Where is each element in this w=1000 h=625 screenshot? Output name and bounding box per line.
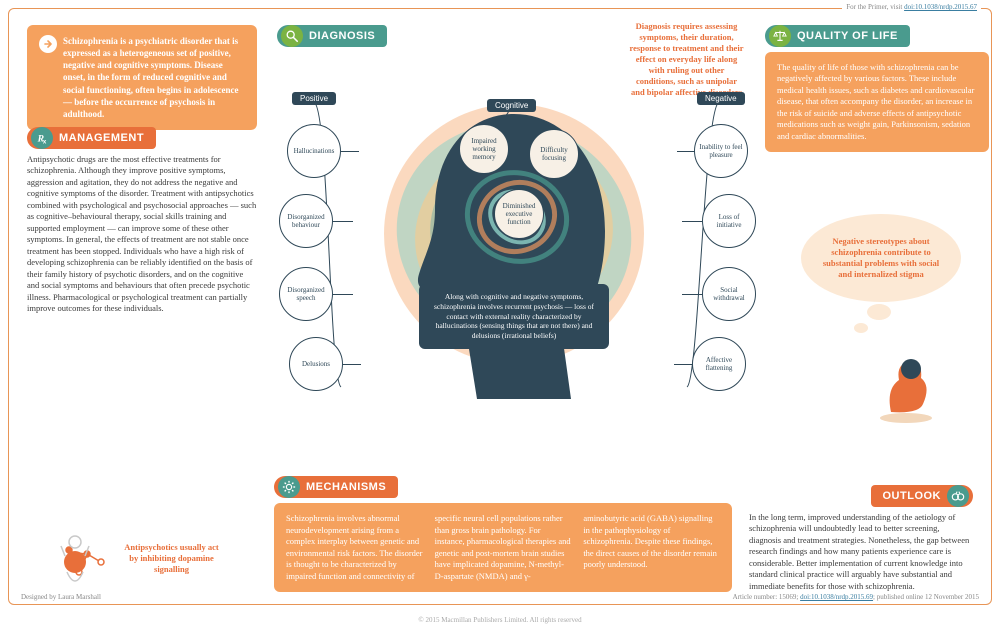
symptom-disorg-behaviour: Disorganized behaviour bbox=[279, 194, 333, 248]
symptom-working-memory: Impaired working memory bbox=[459, 124, 509, 174]
stub bbox=[343, 364, 361, 365]
symptom-delusions: Delusions bbox=[289, 337, 343, 391]
outlook-body: In the long term, improved understanding… bbox=[749, 512, 973, 592]
designer-credit: Designed by Laura Marshall bbox=[21, 593, 101, 601]
person-figure-icon bbox=[57, 532, 93, 592]
quality-header: QUALITY OF LIFE bbox=[765, 25, 910, 47]
symptom-disorg-speech: Disorganized speech bbox=[279, 267, 333, 321]
management-title: MANAGEMENT bbox=[59, 132, 144, 144]
mechanisms-body: Schizophrenia involves abnormal neurodev… bbox=[274, 503, 732, 592]
symptom-pleasure: Inability to feel pleasure bbox=[694, 124, 748, 178]
section-mechanisms: MECHANISMS Schizophrenia involves abnorm… bbox=[274, 476, 732, 592]
symptom-withdrawal: Social withdrawal bbox=[702, 267, 756, 321]
article-doi-link[interactable]: doi:10.1038/nrdp.2015.69 bbox=[800, 593, 873, 601]
head-illustration bbox=[349, 69, 679, 419]
stub bbox=[333, 221, 353, 222]
page-frame: For the Primer, visit doi:10.1038/nrdp.2… bbox=[8, 8, 992, 605]
intro-box: Schizophrenia is a psychiatric disorder … bbox=[27, 25, 257, 130]
top-note-prefix: For the Primer, visit bbox=[846, 3, 904, 11]
center-note: Along with cognitive and negative sympto… bbox=[419, 284, 609, 349]
article-credit: Article number: 15069; doi:10.1038/nrdp.… bbox=[733, 593, 979, 601]
symptom-exec-function: Diminished executive function bbox=[494, 189, 544, 239]
stub bbox=[333, 294, 353, 295]
intro-text: Schizophrenia is a psychiatric disorder … bbox=[63, 35, 245, 120]
management-body: Antipsychotic drugs are the most effecti… bbox=[27, 154, 257, 315]
symptom-initiative: Loss of initiative bbox=[702, 194, 756, 248]
arrow-icon bbox=[39, 35, 57, 53]
top-doi-link[interactable]: doi:10.1038/nrdp.2015.67 bbox=[904, 3, 977, 11]
outlook-header: OUTLOOK bbox=[871, 485, 974, 507]
cluster-cognitive-label: Cognitive bbox=[487, 99, 536, 112]
thought-bubble: Negative stereotypes about schizophrenia… bbox=[801, 214, 961, 302]
article-prefix: Article number: 15069; bbox=[733, 593, 800, 601]
rx-icon: Rx bbox=[31, 127, 53, 149]
symptom-flattening: Affective flattening bbox=[692, 337, 746, 391]
cluster-positive-label: Positive bbox=[292, 92, 336, 105]
cluster-negative-label: Negative bbox=[697, 92, 745, 105]
outlook-title: OUTLOOK bbox=[883, 490, 942, 502]
management-header: Rx MANAGEMENT bbox=[27, 127, 156, 149]
stub bbox=[682, 294, 702, 295]
section-management: Rx MANAGEMENT Antipsychotic drugs are th… bbox=[27, 127, 257, 315]
svg-text:x: x bbox=[43, 138, 47, 145]
stub bbox=[674, 364, 692, 365]
symptom-focus: Difficulty focusing bbox=[529, 129, 579, 179]
stub bbox=[341, 151, 359, 152]
stub bbox=[682, 221, 702, 222]
section-diagnosis: DIAGNOSIS bbox=[277, 25, 387, 52]
symptom-hallucinations: Hallucinations bbox=[287, 124, 341, 178]
binoculars-icon bbox=[947, 485, 969, 507]
sitting-person-icon bbox=[871, 344, 941, 424]
magnifier-icon bbox=[281, 25, 303, 47]
thought-tail-icon bbox=[841, 302, 901, 342]
scales-icon bbox=[769, 25, 791, 47]
top-doi-note: For the Primer, visit doi:10.1038/nrdp.2… bbox=[842, 3, 981, 11]
dopamine-text: Antipsychotics usually act by inhibiting… bbox=[119, 542, 224, 575]
section-outlook: OUTLOOK In the long term, improved under… bbox=[749, 485, 973, 592]
diagnosis-header: DIAGNOSIS bbox=[277, 25, 387, 47]
gear-icon bbox=[278, 476, 300, 498]
diagnosis-title: DIAGNOSIS bbox=[309, 30, 375, 42]
mechanisms-header: MECHANISMS bbox=[274, 476, 398, 498]
quality-body: The quality of life of those with schizo… bbox=[765, 52, 989, 152]
mechanisms-title: MECHANISMS bbox=[306, 481, 386, 493]
quality-title: QUALITY OF LIFE bbox=[797, 30, 898, 42]
section-quality: QUALITY OF LIFE The quality of life of t… bbox=[765, 25, 989, 152]
stub bbox=[677, 151, 695, 152]
stigma-thought: Negative stereotypes about schizophrenia… bbox=[801, 214, 961, 347]
copyright: © 2015 Macmillan Publishers Limited. All… bbox=[0, 616, 1000, 624]
article-suffix: ; published online 12 November 2015 bbox=[873, 593, 979, 601]
